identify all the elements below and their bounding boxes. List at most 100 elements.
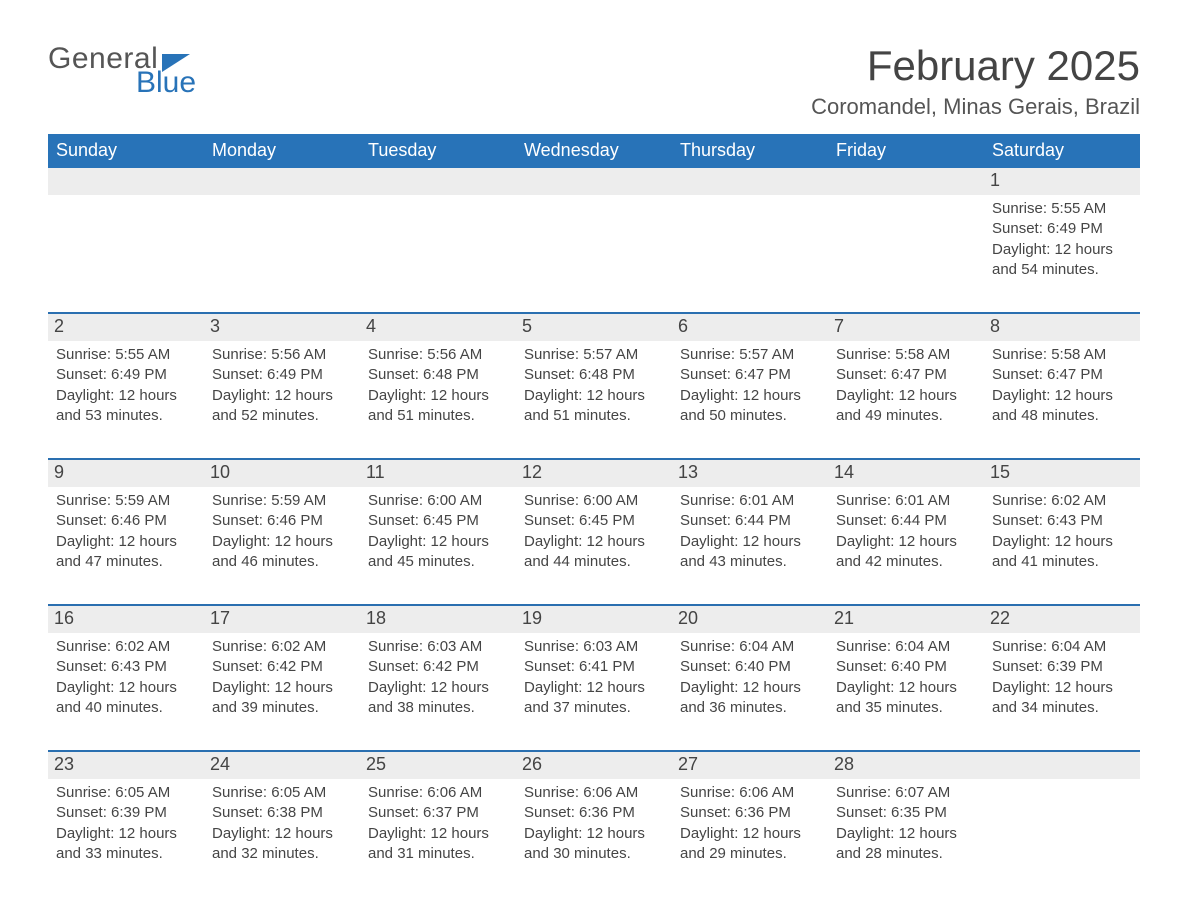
day-number: 6 <box>672 314 828 341</box>
calendar-grid: SundayMondayTuesdayWednesdayThursdayFrid… <box>48 134 1140 876</box>
day-cell: 9Sunrise: 5:59 AMSunset: 6:46 PMDaylight… <box>48 460 204 584</box>
day-number: 24 <box>204 752 360 779</box>
day-body: Sunrise: 5:59 AMSunset: 6:46 PMDaylight:… <box>212 491 352 572</box>
day-cell <box>984 752 1140 876</box>
sunrise-line: Sunrise: 6:04 AM <box>836 637 976 657</box>
day-number <box>828 168 984 195</box>
day-number: 11 <box>360 460 516 487</box>
daylight-line: Daylight: 12 hours and 28 minutes. <box>836 824 976 865</box>
day-of-week-header: SundayMondayTuesdayWednesdayThursdayFrid… <box>48 134 1140 168</box>
sunrise-line: Sunrise: 5:58 AM <box>992 345 1132 365</box>
day-number <box>204 168 360 195</box>
weeks-container: 1 Sunrise: 5:55 AMSunset: 6:49 PMDaylight… <box>48 168 1140 876</box>
sunset-line: Sunset: 6:47 PM <box>836 365 976 385</box>
day-body: Sunrise: 5:58 AMSunset: 6:47 PMDaylight:… <box>992 345 1132 426</box>
day-number: 1 <box>984 168 1140 195</box>
day-body: Sunrise: 6:02 AMSunset: 6:43 PMDaylight:… <box>56 637 196 718</box>
day-body: Sunrise: 6:01 AMSunset: 6:44 PMDaylight:… <box>836 491 976 572</box>
dow-cell: Tuesday <box>360 134 516 168</box>
sunset-line: Sunset: 6:44 PM <box>836 511 976 531</box>
dow-cell: Thursday <box>672 134 828 168</box>
day-cell <box>516 168 672 292</box>
daylight-line: Daylight: 12 hours and 41 minutes. <box>992 532 1132 573</box>
day-cell: 28 Sunrise: 6:07 AMSunset: 6:35 PMDayligh… <box>828 752 984 876</box>
day-body: Sunrise: 5:56 AMSunset: 6:49 PMDaylight:… <box>212 345 352 426</box>
daylight-line: Daylight: 12 hours and 36 minutes. <box>680 678 820 719</box>
day-body: Sunrise: 6:02 AMSunset: 6:42 PMDaylight:… <box>212 637 352 718</box>
day-body: Sunrise: 5:57 AMSunset: 6:48 PMDaylight:… <box>524 345 664 426</box>
sunrise-line: Sunrise: 6:03 AM <box>368 637 508 657</box>
daylight-line: Daylight: 12 hours and 42 minutes. <box>836 532 976 573</box>
dow-cell: Saturday <box>984 134 1140 168</box>
day-cell: 22Sunrise: 6:04 AMSunset: 6:39 PMDayligh… <box>984 606 1140 730</box>
daylight-line: Daylight: 12 hours and 52 minutes. <box>212 386 352 427</box>
sunset-line: Sunset: 6:39 PM <box>56 803 196 823</box>
day-cell <box>48 168 204 292</box>
topbar: General Blue February 2025 Coromandel, M… <box>48 44 1140 120</box>
day-number: 23 <box>48 752 204 779</box>
sunset-line: Sunset: 6:46 PM <box>212 511 352 531</box>
location-subtitle: Coromandel, Minas Gerais, Brazil <box>811 94 1140 120</box>
calendar-page: General Blue February 2025 Coromandel, M… <box>0 0 1188 900</box>
day-body: Sunrise: 5:55 AMSunset: 6:49 PMDaylight:… <box>56 345 196 426</box>
day-cell: 11Sunrise: 6:00 AMSunset: 6:45 PMDayligh… <box>360 460 516 584</box>
day-number: 26 <box>516 752 672 779</box>
sunrise-line: Sunrise: 6:00 AM <box>524 491 664 511</box>
daylight-line: Daylight: 12 hours and 34 minutes. <box>992 678 1132 719</box>
day-cell: 16Sunrise: 6:02 AMSunset: 6:43 PMDayligh… <box>48 606 204 730</box>
day-cell: 18Sunrise: 6:03 AMSunset: 6:42 PMDayligh… <box>360 606 516 730</box>
sunrise-line: Sunrise: 5:57 AM <box>524 345 664 365</box>
sunrise-line: Sunrise: 5:59 AM <box>56 491 196 511</box>
sunrise-line: Sunrise: 5:56 AM <box>212 345 352 365</box>
sunrise-line: Sunrise: 6:01 AM <box>836 491 976 511</box>
day-cell: 27Sunrise: 6:06 AMSunset: 6:36 PMDayligh… <box>672 752 828 876</box>
sunset-line: Sunset: 6:43 PM <box>56 657 196 677</box>
sunset-line: Sunset: 6:47 PM <box>680 365 820 385</box>
day-number <box>48 168 204 195</box>
day-number: 19 <box>516 606 672 633</box>
day-body: Sunrise: 5:59 AMSunset: 6:46 PMDaylight:… <box>56 491 196 572</box>
day-body: Sunrise: 6:01 AMSunset: 6:44 PMDaylight:… <box>680 491 820 572</box>
sunrise-line: Sunrise: 6:00 AM <box>368 491 508 511</box>
dow-cell: Friday <box>828 134 984 168</box>
sunrise-line: Sunrise: 6:01 AM <box>680 491 820 511</box>
sunrise-line: Sunrise: 6:06 AM <box>680 783 820 803</box>
dow-cell: Monday <box>204 134 360 168</box>
daylight-line: Daylight: 12 hours and 50 minutes. <box>680 386 820 427</box>
day-cell: 23 Sunrise: 6:05 AMSunset: 6:39 PMDayligh… <box>48 752 204 876</box>
sunset-line: Sunset: 6:40 PM <box>680 657 820 677</box>
sunset-line: Sunset: 6:37 PM <box>368 803 508 823</box>
day-body: Sunrise: 6:06 AMSunset: 6:36 PMDaylight:… <box>524 783 664 864</box>
day-body: Sunrise: 5:55 AMSunset: 6:49 PMDaylight:… <box>992 199 1132 280</box>
day-body: Sunrise: 6:06 AMSunset: 6:36 PMDaylight:… <box>680 783 820 864</box>
sunset-line: Sunset: 6:44 PM <box>680 511 820 531</box>
day-number: 3 <box>204 314 360 341</box>
day-body: Sunrise: 6:05 AMSunset: 6:39 PMDaylight:… <box>56 783 196 864</box>
day-number: 7 <box>828 314 984 341</box>
sunset-line: Sunset: 6:40 PM <box>836 657 976 677</box>
day-body: Sunrise: 6:07 AMSunset: 6:35 PMDaylight:… <box>836 783 976 864</box>
week-row: 23Sunrise: 6:05 AMSunset: 6:39 PMDayligh… <box>48 750 1140 876</box>
sunrise-line: Sunrise: 6:02 AM <box>212 637 352 657</box>
sunset-line: Sunset: 6:39 PM <box>992 657 1132 677</box>
day-cell: 21 Sunrise: 6:04 AMSunset: 6:40 PMDayligh… <box>828 606 984 730</box>
day-cell <box>828 168 984 292</box>
day-cell: 12Sunrise: 6:00 AMSunset: 6:45 PMDayligh… <box>516 460 672 584</box>
daylight-line: Daylight: 12 hours and 35 minutes. <box>836 678 976 719</box>
day-number: 28 <box>828 752 984 779</box>
day-body: Sunrise: 6:04 AMSunset: 6:40 PMDaylight:… <box>836 637 976 718</box>
daylight-line: Daylight: 12 hours and 53 minutes. <box>56 386 196 427</box>
day-cell <box>360 168 516 292</box>
day-number: 15 <box>984 460 1140 487</box>
day-number: 12 <box>516 460 672 487</box>
sunrise-line: Sunrise: 6:06 AM <box>368 783 508 803</box>
day-number: 21 <box>828 606 984 633</box>
sunrise-line: Sunrise: 5:59 AM <box>212 491 352 511</box>
day-body: Sunrise: 6:03 AMSunset: 6:42 PMDaylight:… <box>368 637 508 718</box>
sunrise-line: Sunrise: 6:07 AM <box>836 783 976 803</box>
week-row: 2Sunrise: 5:55 AMSunset: 6:49 PMDaylight… <box>48 312 1140 438</box>
sunrise-line: Sunrise: 5:56 AM <box>368 345 508 365</box>
day-body: Sunrise: 5:57 AMSunset: 6:47 PMDaylight:… <box>680 345 820 426</box>
sunrise-line: Sunrise: 6:05 AM <box>212 783 352 803</box>
sunset-line: Sunset: 6:49 PM <box>992 219 1132 239</box>
